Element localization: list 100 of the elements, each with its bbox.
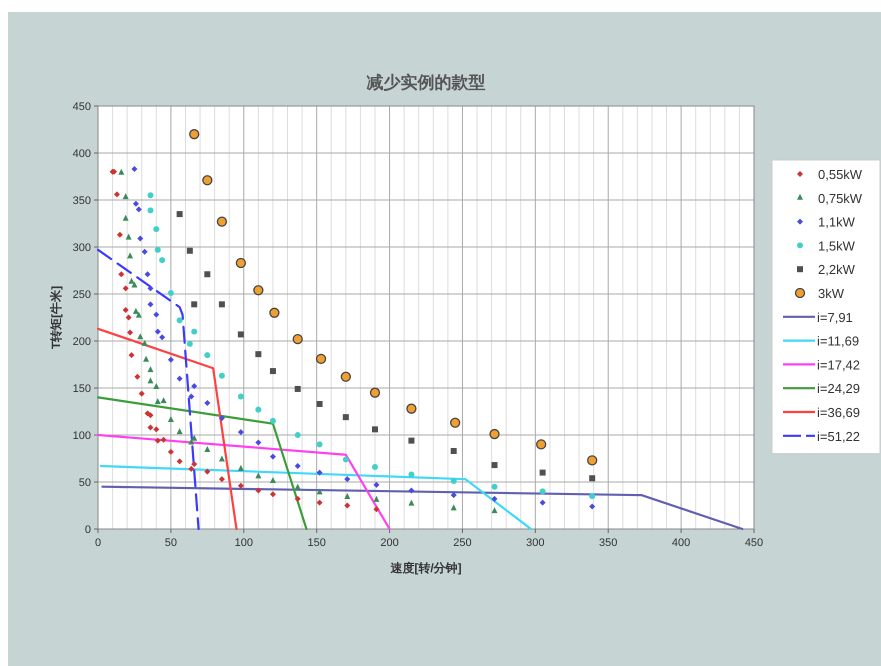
point bbox=[589, 475, 596, 482]
point bbox=[202, 175, 212, 186]
point bbox=[132, 200, 139, 207]
point bbox=[159, 257, 166, 264]
point bbox=[147, 424, 154, 430]
point bbox=[189, 129, 200, 140]
point bbox=[127, 330, 134, 336]
y-tick-label: 100 bbox=[72, 430, 91, 442]
point bbox=[316, 488, 323, 494]
point bbox=[160, 436, 167, 443]
legend-label: i=36,69 bbox=[817, 405, 860, 420]
point bbox=[153, 383, 160, 390]
x-tick-label: 200 bbox=[380, 537, 399, 549]
point bbox=[122, 193, 129, 200]
legend-label: i=11,69 bbox=[817, 334, 860, 349]
point bbox=[540, 500, 546, 506]
point bbox=[492, 507, 498, 514]
point bbox=[342, 456, 349, 462]
legend-label: 0,75kW bbox=[818, 190, 863, 206]
point bbox=[186, 340, 193, 347]
point bbox=[147, 377, 154, 384]
point bbox=[216, 216, 228, 227]
y-tick-label: 200 bbox=[72, 336, 91, 348]
point bbox=[204, 446, 210, 452]
point bbox=[204, 468, 210, 475]
point bbox=[188, 438, 194, 445]
point bbox=[342, 414, 349, 420]
point bbox=[344, 476, 350, 482]
point bbox=[408, 471, 414, 478]
point bbox=[176, 376, 183, 382]
point bbox=[270, 491, 276, 498]
point bbox=[188, 393, 194, 400]
point bbox=[154, 438, 161, 444]
point bbox=[316, 500, 323, 506]
x-tick-label: 350 bbox=[599, 537, 618, 549]
point bbox=[270, 477, 276, 484]
point bbox=[128, 352, 135, 358]
x-tick-label: 50 bbox=[164, 537, 178, 549]
point bbox=[450, 418, 460, 428]
point bbox=[492, 496, 498, 502]
point bbox=[372, 426, 378, 432]
point bbox=[126, 314, 132, 320]
point bbox=[122, 306, 129, 313]
point bbox=[218, 455, 225, 462]
point bbox=[218, 301, 225, 308]
point bbox=[340, 372, 351, 382]
point bbox=[168, 448, 174, 455]
point bbox=[294, 432, 301, 438]
point bbox=[218, 372, 225, 379]
legend-label: i=51,22 bbox=[817, 428, 860, 444]
point bbox=[153, 312, 160, 318]
point bbox=[160, 397, 167, 404]
point bbox=[191, 434, 198, 441]
y-tick-label: 150 bbox=[72, 383, 91, 395]
chart-title: 减少实例的款型 bbox=[366, 73, 486, 92]
point bbox=[540, 470, 546, 476]
point bbox=[536, 439, 546, 450]
point bbox=[238, 482, 244, 489]
point bbox=[154, 246, 161, 253]
legend-label: 3kW bbox=[818, 286, 845, 301]
point bbox=[126, 234, 132, 240]
point bbox=[255, 406, 262, 413]
point bbox=[408, 438, 414, 444]
x-tick-label: 100 bbox=[234, 537, 253, 549]
point bbox=[253, 285, 264, 296]
point bbox=[238, 393, 244, 400]
point bbox=[238, 331, 244, 338]
point bbox=[147, 301, 154, 308]
point bbox=[492, 484, 498, 490]
point bbox=[116, 232, 123, 238]
y-tick-label: 400 bbox=[72, 148, 91, 160]
legend-label: 0,55kW bbox=[818, 167, 863, 182]
point bbox=[191, 461, 198, 468]
point bbox=[316, 354, 326, 364]
y-tick-label: 250 bbox=[72, 289, 91, 301]
point bbox=[370, 388, 380, 398]
y-axis-title: T转矩[牛米] bbox=[49, 286, 63, 350]
point bbox=[238, 429, 244, 436]
point bbox=[204, 271, 210, 278]
point bbox=[176, 428, 183, 434]
point bbox=[191, 328, 198, 335]
point bbox=[236, 258, 246, 268]
x-tick-label: 0 bbox=[94, 537, 102, 549]
legend-label: 1,1kW bbox=[818, 214, 856, 230]
point bbox=[204, 352, 210, 358]
point bbox=[294, 386, 301, 392]
point bbox=[159, 334, 166, 340]
legend-label: 2,2kW bbox=[818, 262, 856, 278]
point bbox=[294, 496, 301, 502]
point bbox=[450, 448, 457, 454]
legend-label: i=24,29 bbox=[817, 381, 860, 396]
point bbox=[127, 252, 134, 258]
point bbox=[137, 236, 144, 242]
point bbox=[191, 301, 198, 308]
point bbox=[373, 506, 380, 512]
point bbox=[142, 340, 148, 346]
point bbox=[137, 333, 144, 340]
point bbox=[408, 487, 414, 494]
point bbox=[147, 285, 154, 292]
point bbox=[168, 416, 174, 422]
